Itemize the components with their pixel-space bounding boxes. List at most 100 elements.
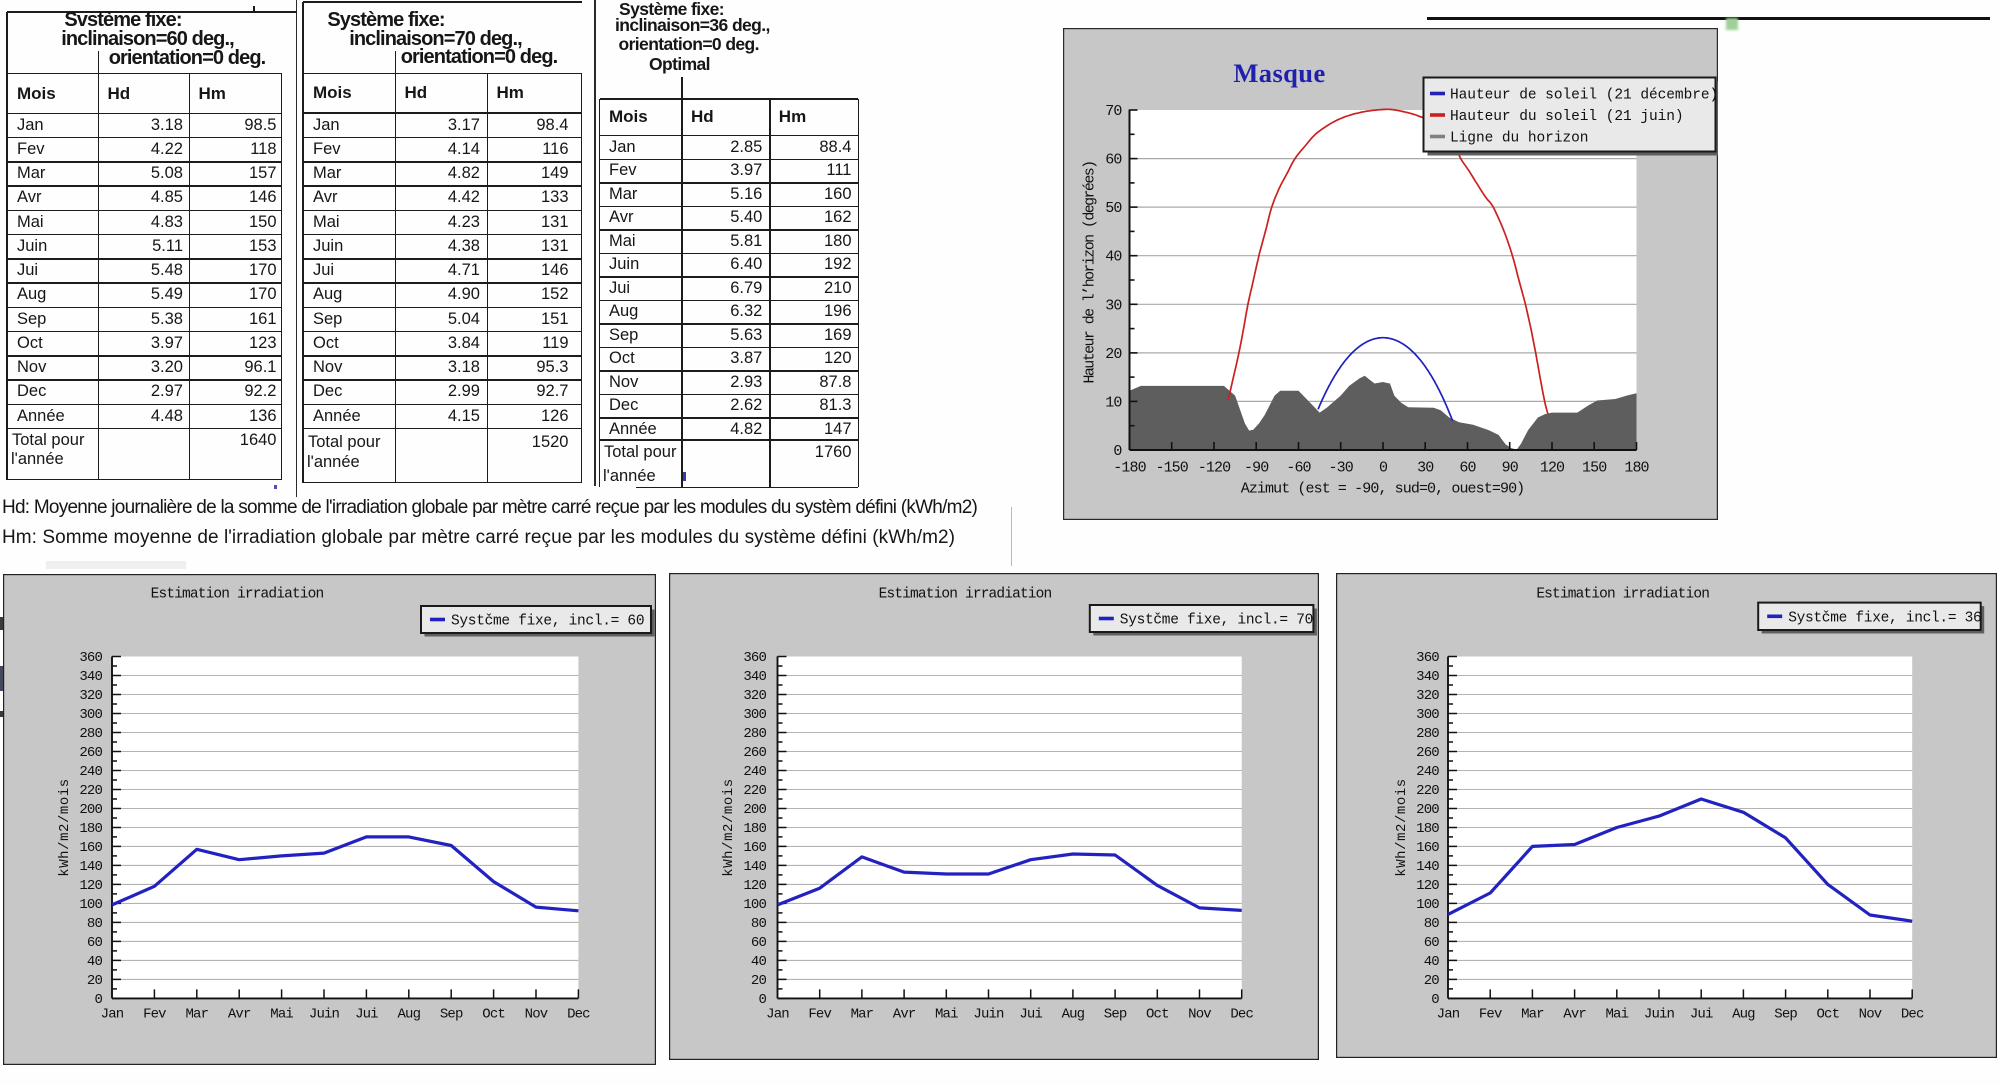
svg-text:Mai: Mai	[270, 1007, 293, 1023]
svg-text:Mai: Mai	[935, 1007, 958, 1023]
svg-text:160: 160	[743, 840, 766, 856]
svg-text:0: 0	[1113, 443, 1122, 460]
svg-text:260: 260	[743, 745, 766, 761]
svg-text:0: 0	[758, 992, 766, 1008]
svg-text:120: 120	[1539, 459, 1564, 476]
svg-text:220: 220	[79, 783, 102, 799]
svg-text:0: 0	[94, 992, 102, 1008]
svg-text:Jan: Jan	[1437, 1007, 1460, 1023]
svg-text:40: 40	[751, 954, 767, 970]
svg-text:90: 90	[1501, 459, 1518, 476]
svg-text:240: 240	[743, 764, 766, 780]
svg-text:200: 200	[79, 802, 102, 818]
svg-text:kWh/m2/mois: kWh/m2/mois	[721, 778, 737, 876]
svg-text:280: 280	[1416, 726, 1439, 742]
svg-text:Dec: Dec	[567, 1007, 590, 1023]
svg-text:Aug: Aug	[397, 1007, 420, 1023]
svg-text:Jui: Jui	[1019, 1007, 1042, 1023]
svg-text:Ligne du horizon: Ligne du horizon	[1450, 130, 1588, 146]
svg-text:340: 340	[79, 669, 102, 685]
svg-text:60: 60	[1459, 459, 1476, 476]
svg-text:Mar: Mar	[1521, 1007, 1544, 1023]
svg-text:60: 60	[751, 935, 767, 951]
svg-text:140: 140	[1416, 859, 1439, 875]
svg-text:30: 30	[1417, 459, 1434, 476]
svg-text:70: 70	[1105, 103, 1122, 120]
svg-text:20: 20	[1424, 973, 1440, 989]
svg-text:260: 260	[79, 745, 102, 761]
svg-text:Dec: Dec	[1230, 1007, 1253, 1023]
svg-text:160: 160	[1416, 840, 1439, 856]
svg-text:Mai: Mai	[1605, 1007, 1628, 1023]
svg-text:320: 320	[743, 688, 766, 704]
svg-text:Jui: Jui	[1690, 1007, 1713, 1023]
svg-text:360: 360	[743, 650, 766, 666]
svg-text:Oct: Oct	[1816, 1007, 1839, 1023]
svg-text:Mar: Mar	[851, 1007, 874, 1023]
svg-text:-180: -180	[1113, 459, 1146, 476]
svg-text:200: 200	[1416, 802, 1439, 818]
svg-text:180: 180	[1624, 459, 1649, 476]
svg-text:80: 80	[751, 916, 767, 932]
svg-text:Azimut (est = -90, sud=0, oues: Azimut (est = -90, sud=0, ouest=90)	[1240, 480, 1524, 497]
svg-text:360: 360	[79, 650, 102, 666]
svg-text:kWh/m2/mois: kWh/m2/mois	[57, 778, 73, 876]
svg-text:Hauteur de soleil (21 décembre: Hauteur de soleil (21 décembre)	[1450, 87, 1718, 103]
svg-text:Systčme fixe, incl.= 60: Systčme fixe, incl.= 60	[451, 614, 644, 630]
svg-text:300: 300	[79, 707, 102, 723]
svg-text:Estimation irradiation: Estimation irradiation	[1536, 587, 1709, 603]
svg-text:120: 120	[1416, 878, 1439, 894]
svg-text:-90: -90	[1244, 459, 1269, 476]
svg-text:120: 120	[743, 878, 766, 894]
svg-text:340: 340	[743, 669, 766, 685]
svg-text:360: 360	[1416, 650, 1439, 666]
svg-text:300: 300	[1416, 707, 1439, 723]
svg-text:140: 140	[743, 859, 766, 875]
svg-text:80: 80	[1424, 916, 1440, 932]
svg-text:340: 340	[1416, 669, 1439, 685]
svg-text:40: 40	[87, 954, 103, 970]
svg-text:Oct: Oct	[1146, 1007, 1169, 1023]
svg-text:Nov: Nov	[1859, 1007, 1882, 1023]
svg-text:10: 10	[1105, 394, 1122, 411]
svg-text:Fev: Fev	[143, 1007, 166, 1023]
svg-text:100: 100	[79, 897, 102, 913]
svg-text:100: 100	[1416, 897, 1439, 913]
svg-text:-120: -120	[1197, 459, 1230, 476]
svg-text:Hauteur du soleil (21 juin): Hauteur du soleil (21 juin)	[1450, 109, 1684, 125]
svg-text:80: 80	[87, 916, 103, 932]
svg-text:Nov: Nov	[525, 1007, 548, 1023]
svg-text:220: 220	[743, 783, 766, 799]
svg-text:Sep: Sep	[440, 1007, 463, 1023]
svg-text:100: 100	[743, 897, 766, 913]
svg-text:240: 240	[1416, 764, 1439, 780]
svg-text:-60: -60	[1286, 459, 1311, 476]
svg-text:180: 180	[1416, 821, 1439, 837]
svg-text:kWh/m2/mois: kWh/m2/mois	[1394, 778, 1410, 876]
svg-text:Jan: Jan	[101, 1007, 124, 1023]
svg-text:Sep: Sep	[1104, 1007, 1127, 1023]
svg-text:-150: -150	[1155, 459, 1188, 476]
svg-text:240: 240	[79, 764, 102, 780]
svg-text:Juin: Juin	[973, 1007, 1004, 1023]
svg-text:Aug: Aug	[1062, 1007, 1085, 1023]
svg-text:0: 0	[1431, 992, 1439, 1008]
svg-text:Estimation irradiation: Estimation irradiation	[879, 587, 1052, 603]
svg-text:280: 280	[79, 726, 102, 742]
svg-text:Dec: Dec	[1901, 1007, 1924, 1023]
svg-text:Nov: Nov	[1188, 1007, 1211, 1023]
svg-text:180: 180	[79, 821, 102, 837]
svg-text:280: 280	[743, 726, 766, 742]
svg-text:260: 260	[1416, 745, 1439, 761]
svg-text:Oct: Oct	[482, 1007, 505, 1023]
svg-text:Hauteur de l’horizon (degrées): Hauteur de l’horizon (degrées)	[1081, 161, 1098, 383]
svg-text:Aug: Aug	[1732, 1007, 1755, 1023]
svg-text:180: 180	[743, 821, 766, 837]
svg-text:60: 60	[1105, 151, 1122, 168]
svg-text:40: 40	[1424, 954, 1440, 970]
svg-text:20: 20	[1105, 345, 1122, 362]
svg-text:Avr: Avr	[893, 1007, 916, 1023]
svg-text:-30: -30	[1328, 459, 1353, 476]
svg-text:Mar: Mar	[185, 1007, 208, 1023]
svg-text:300: 300	[743, 707, 766, 723]
